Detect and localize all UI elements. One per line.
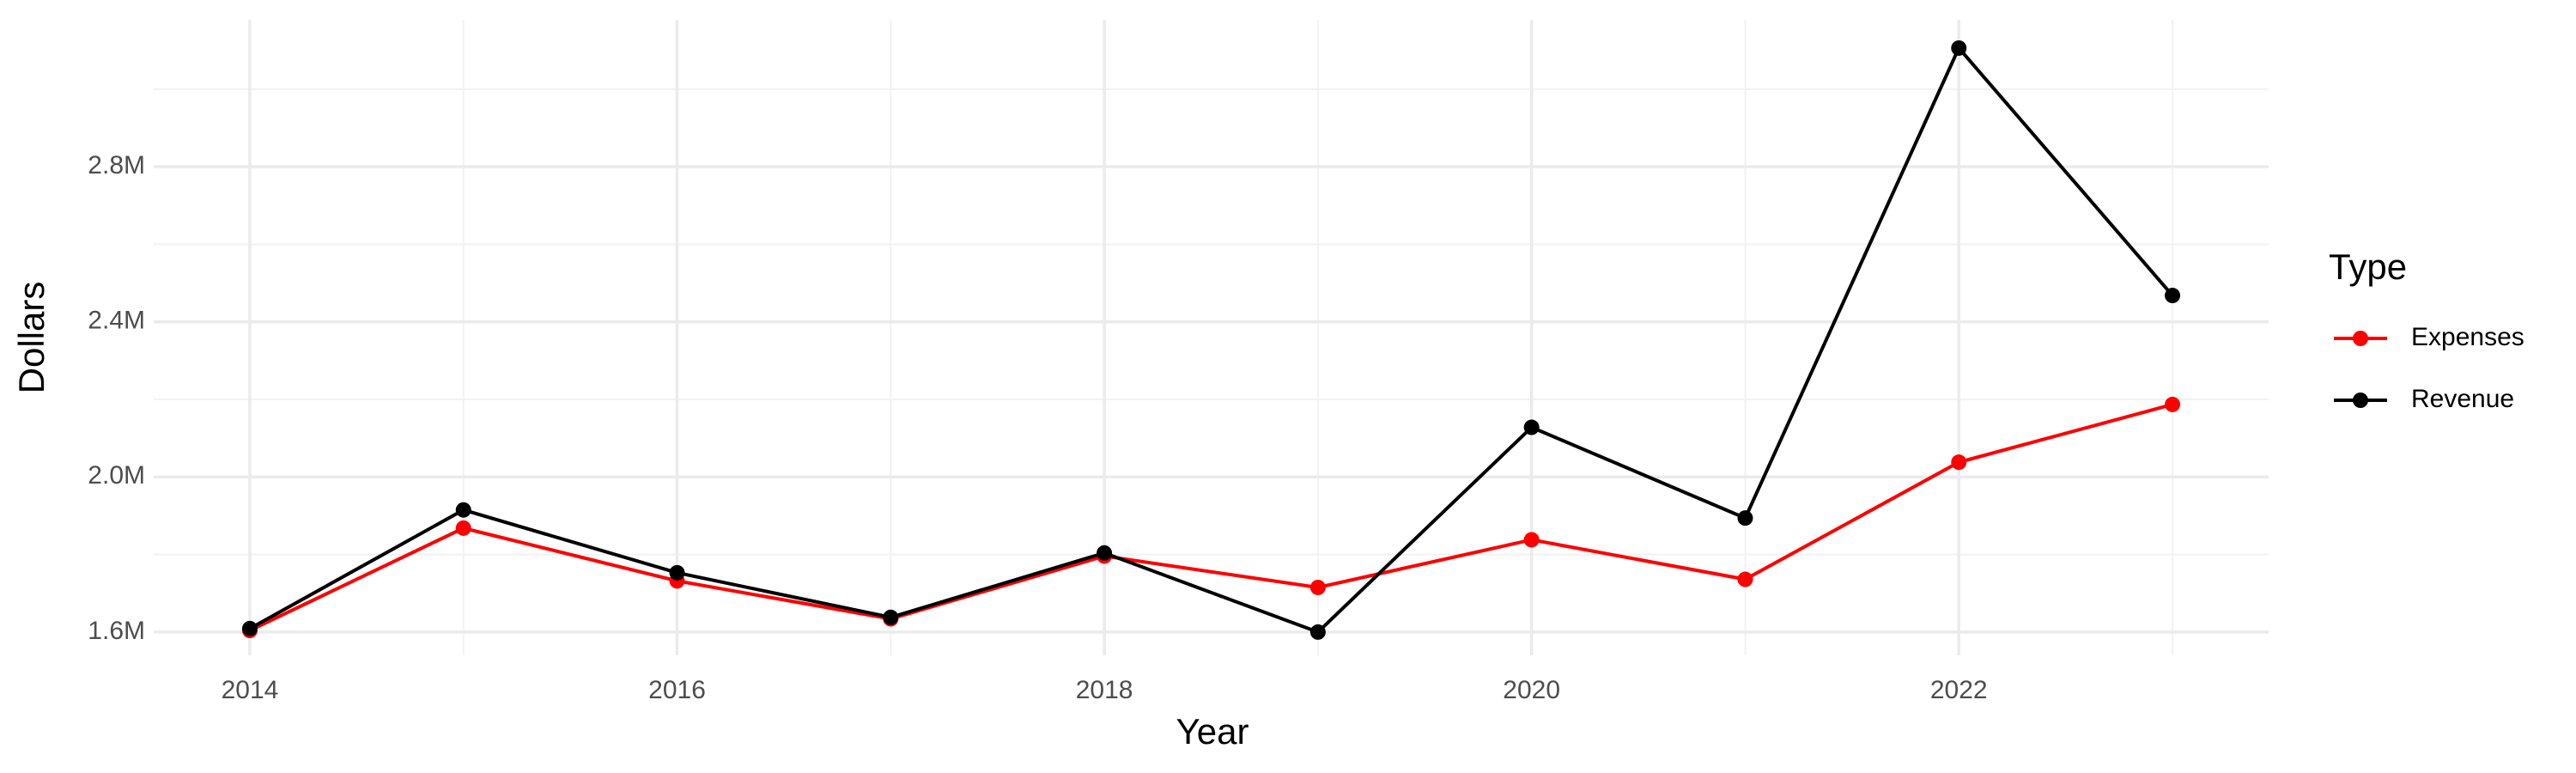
x-tick-label: 2020 bbox=[1503, 676, 1560, 704]
point bbox=[1737, 510, 1753, 526]
x-axis-title: Year bbox=[1176, 711, 1249, 752]
legend-title: Type bbox=[2329, 247, 2407, 287]
legend-key-point bbox=[2353, 331, 2368, 346]
legend-label: Revenue bbox=[2411, 385, 2514, 413]
legend-key-point bbox=[2353, 393, 2368, 408]
point bbox=[455, 520, 471, 536]
point bbox=[2165, 288, 2181, 304]
series-line bbox=[249, 402, 2173, 632]
legend-label: Expenses bbox=[2411, 323, 2524, 351]
y-tick-label: 2.4M bbox=[88, 307, 145, 335]
point bbox=[2165, 396, 2181, 412]
point bbox=[1309, 579, 1326, 595]
point bbox=[883, 609, 899, 625]
x-tick-label: 2014 bbox=[222, 676, 279, 704]
point bbox=[241, 620, 258, 636]
point bbox=[1523, 532, 1540, 548]
point bbox=[1097, 545, 1113, 561]
point bbox=[1951, 40, 1967, 56]
x-tick-label: 2022 bbox=[1930, 676, 1988, 704]
x-tick-label: 2016 bbox=[648, 676, 706, 704]
point bbox=[1951, 454, 1967, 471]
point bbox=[1309, 624, 1326, 640]
y-tick-label: 2.0M bbox=[88, 461, 145, 490]
x-tick-label: 2018 bbox=[1076, 676, 1133, 704]
point bbox=[1737, 571, 1753, 587]
y-tick-label: 2.8M bbox=[88, 151, 145, 180]
point bbox=[669, 564, 685, 581]
series-line bbox=[248, 45, 2174, 635]
point bbox=[455, 502, 471, 518]
y-axis-title: Dollars bbox=[11, 282, 52, 394]
point bbox=[1523, 419, 1540, 435]
y-tick-label: 1.6M bbox=[88, 617, 145, 645]
